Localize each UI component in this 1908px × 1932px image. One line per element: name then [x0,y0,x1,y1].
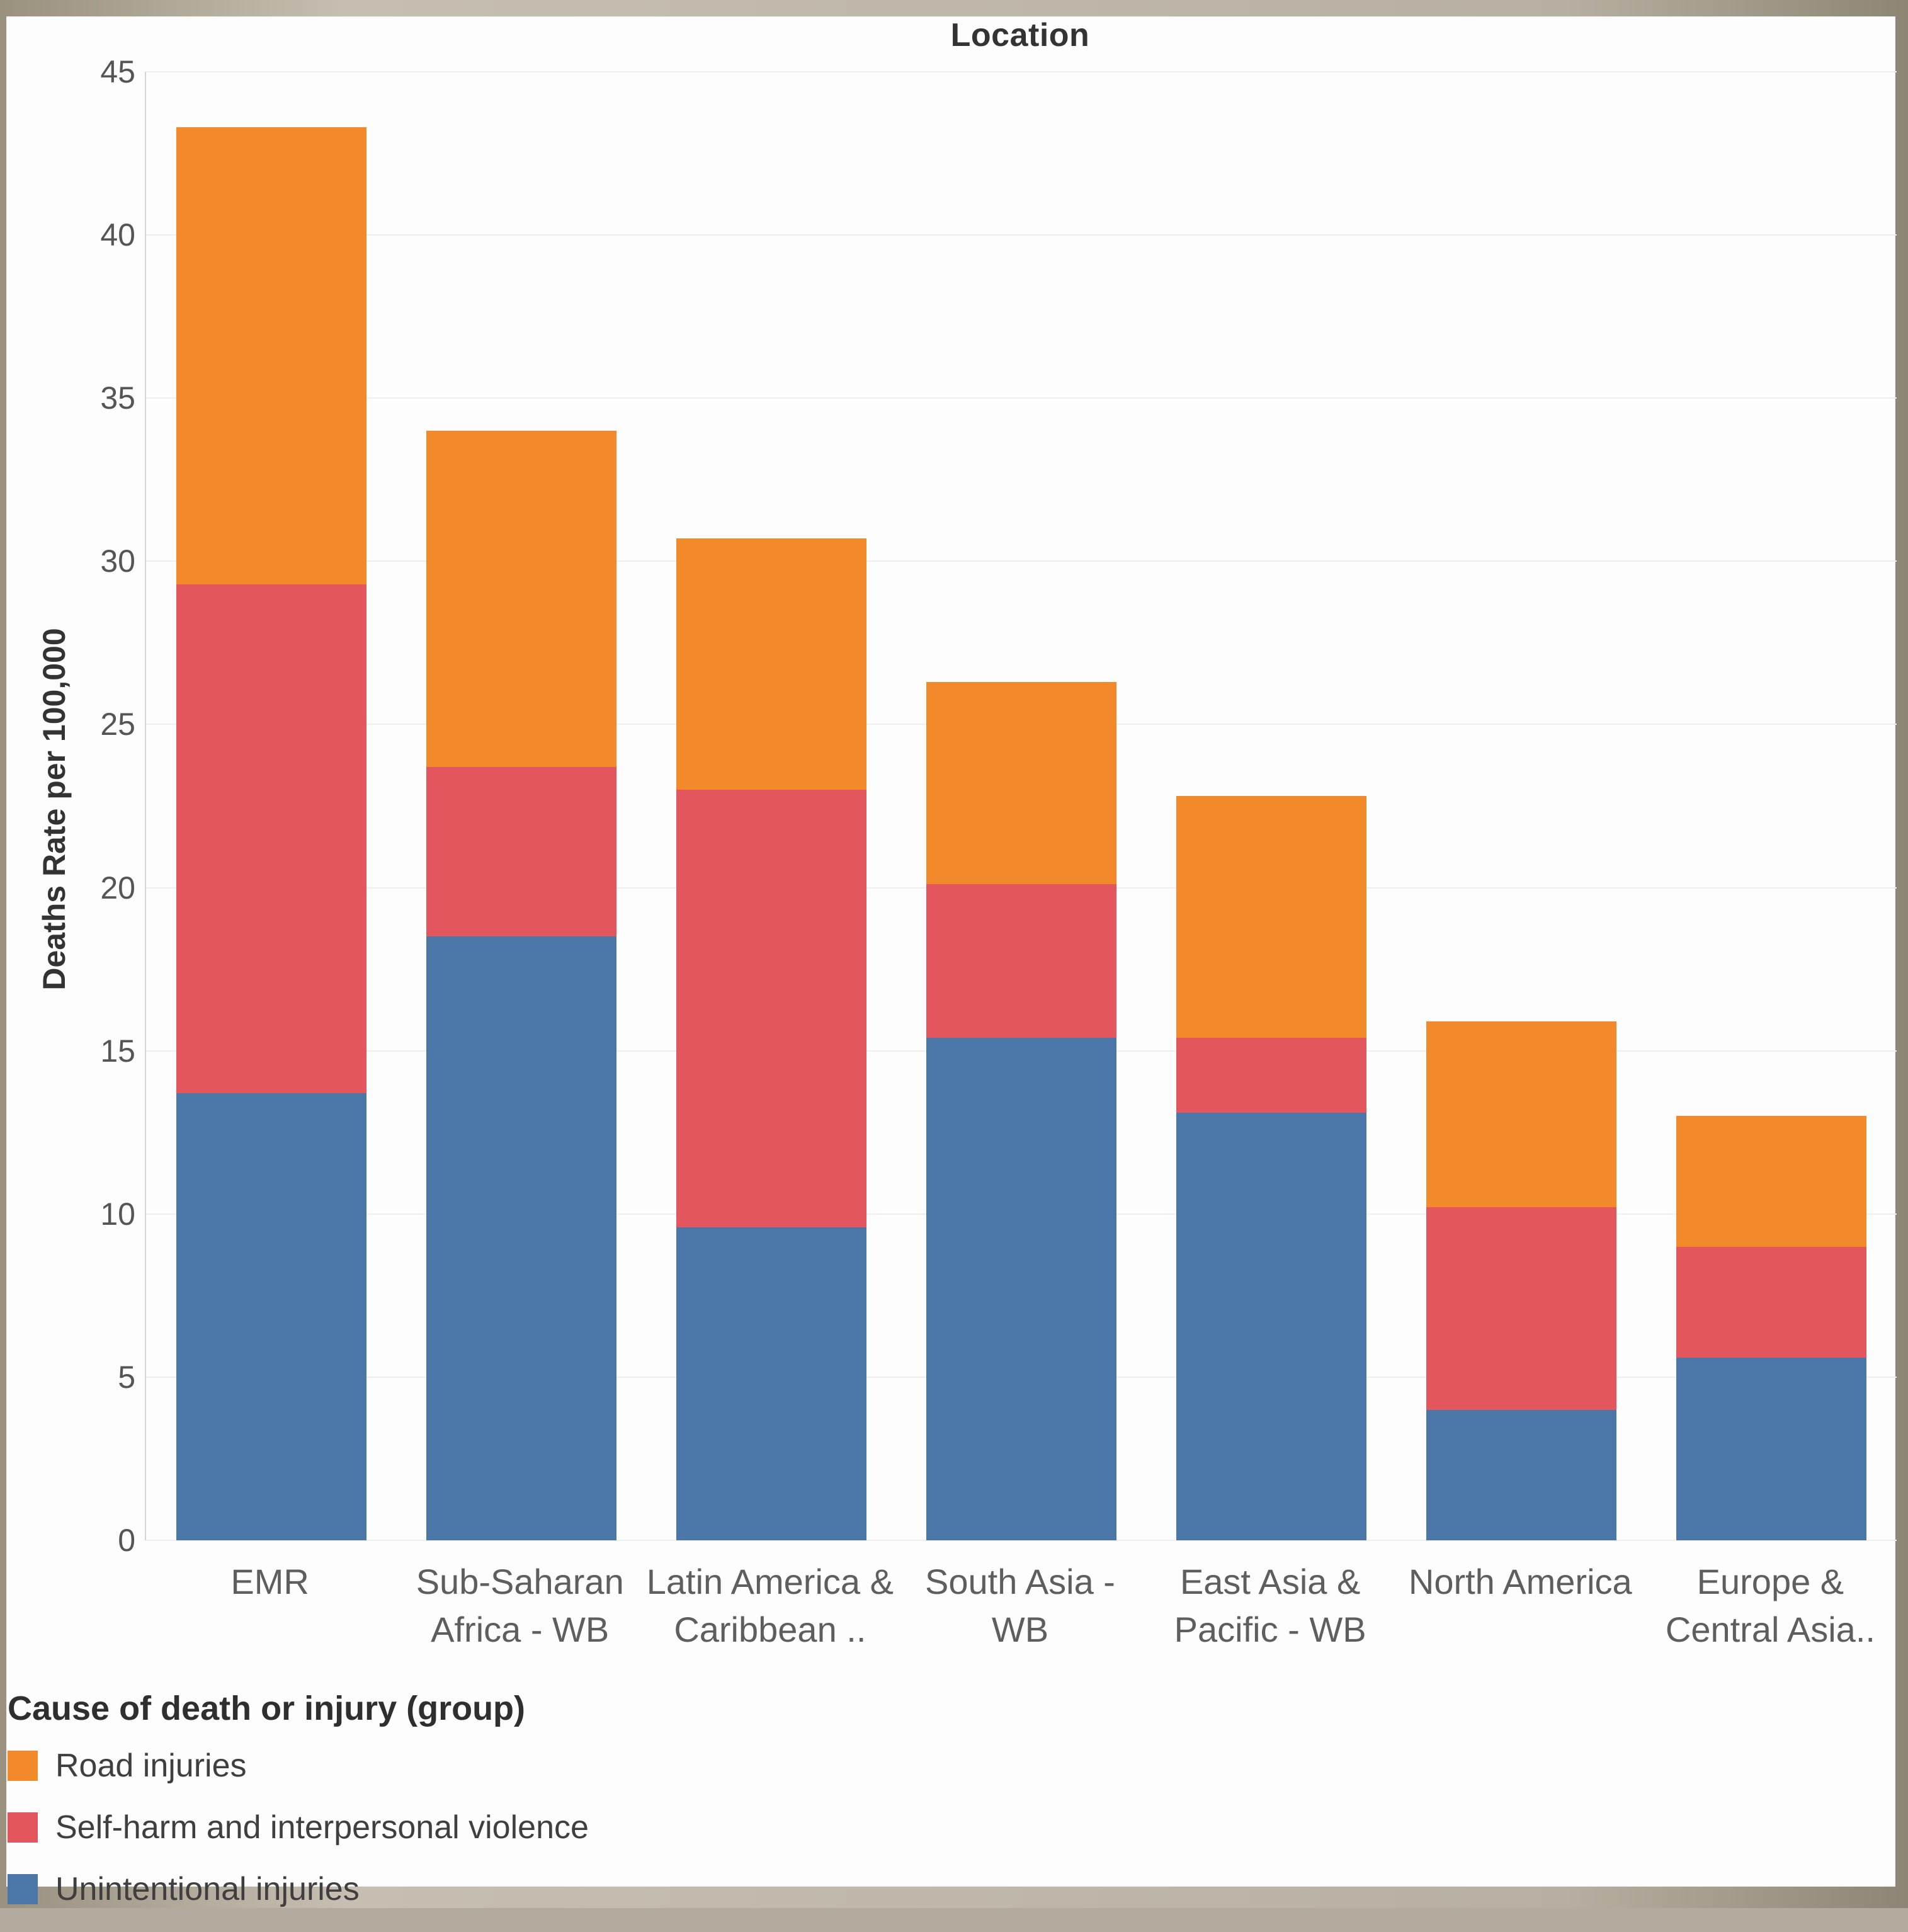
y-tick-label-30: 30 [6,543,135,579]
bar-segment-emr-unintentional-injuries[interactable] [176,1093,366,1540]
x-tick-label-sub-saharan-africa-wb: Sub-Saharan Africa - WB [395,1558,645,1653]
legend-items: Road injuries Self-harm and interpersonal… [8,1747,589,1908]
bar-emr[interactable] [176,72,366,1540]
y-tick-label-15: 15 [6,1033,135,1069]
x-tick-label-north-america: North America [1395,1558,1645,1653]
x-tick-label-latin-america-caribbean: Latin America & Caribbean .. [645,1558,895,1653]
x-tick-label-europe-central-asia: Europe & Central Asia.. [1645,1558,1895,1653]
bar-europe-central-asia[interactable] [1676,72,1866,1540]
bar-segment-south-asia-wb-self-harm-and-interpersonal-violence[interactable] [926,884,1116,1038]
bar-slot-north-america [1397,72,1647,1540]
bar-segment-latin-america-caribbean-road-injuries[interactable] [676,538,866,790]
chart-title: Location [145,16,1895,54]
bar-segment-latin-america-caribbean-self-harm-and-interpersonal-violence[interactable] [676,790,866,1227]
x-tick-label-east-asia-pacific-wb: East Asia & Pacific - WB [1145,1558,1395,1653]
bar-segment-europe-central-asia-road-injuries[interactable] [1676,1116,1866,1246]
bar-slot-emr [146,72,396,1540]
legend-swatch-self-harm-and-interpersonal-violence [8,1812,38,1843]
bar-slot-europe-central-asia [1647,72,1897,1540]
bar-east-asia-pacific-wb[interactable] [1176,72,1366,1540]
bar-segment-north-america-road-injuries[interactable] [1426,1021,1616,1207]
bar-segment-emr-road-injuries[interactable] [176,127,366,584]
y-tick-label-10: 10 [6,1196,135,1232]
bar-south-asia-wb[interactable] [926,72,1116,1540]
legend-title: Cause of death or injury (group) [8,1689,589,1728]
bar-slot-latin-america-caribbean [646,72,896,1540]
bar-segment-north-america-unintentional-injuries[interactable] [1426,1410,1616,1540]
bar-slot-south-asia-wb [896,72,1146,1540]
bar-segment-east-asia-pacific-wb-road-injuries[interactable] [1176,796,1366,1037]
bar-segment-south-asia-wb-unintentional-injuries[interactable] [926,1038,1116,1540]
bar-slot-east-asia-pacific-wb [1147,72,1397,1540]
bar-segment-emr-self-harm-and-interpersonal-violence[interactable] [176,584,366,1093]
bar-segment-east-asia-pacific-wb-self-harm-and-interpersonal-violence[interactable] [1176,1038,1366,1113]
bar-segment-north-america-self-harm-and-interpersonal-violence[interactable] [1426,1207,1616,1409]
bar-latin-america-caribbean[interactable] [676,72,866,1540]
y-tick-label-35: 35 [6,380,135,416]
bar-segment-sub-saharan-africa-wb-road-injuries[interactable] [426,431,616,767]
bar-segment-latin-america-caribbean-unintentional-injuries[interactable] [676,1227,866,1540]
legend-label-unintentional-injuries: Unintentional injuries [55,1870,360,1908]
bar-segment-europe-central-asia-self-harm-and-interpersonal-violence[interactable] [1676,1247,1866,1358]
legend-swatch-unintentional-injuries [8,1874,38,1904]
bar-slot-sub-saharan-africa-wb [396,72,646,1540]
legend: Cause of death or injury (group) Road in… [8,1689,589,1932]
legend-item-unintentional-injuries[interactable]: Unintentional injuries [8,1870,589,1908]
y-tick-label-5: 5 [6,1359,135,1395]
bars-container [146,72,1897,1540]
bar-segment-south-asia-wb-road-injuries[interactable] [926,682,1116,884]
bar-segment-sub-saharan-africa-wb-unintentional-injuries[interactable] [426,936,616,1540]
y-tick-label-0: 0 [6,1522,135,1559]
x-tick-label-emr: EMR [145,1558,395,1653]
plot-area [145,72,1897,1540]
x-tick-label-south-asia-wb: South Asia - WB [895,1558,1145,1653]
legend-label-self-harm-and-interpersonal-violence: Self-harm and interpersonal violence [55,1809,589,1846]
y-tick-label-40: 40 [6,217,135,253]
bar-segment-sub-saharan-africa-wb-self-harm-and-interpersonal-violence[interactable] [426,767,616,936]
legend-item-self-harm-and-interpersonal-violence[interactable]: Self-harm and interpersonal violence [8,1809,589,1846]
y-tick-label-25: 25 [6,706,135,742]
y-tick-label-45: 45 [6,54,135,90]
legend-label-road-injuries: Road injuries [55,1747,247,1785]
bar-segment-east-asia-pacific-wb-unintentional-injuries[interactable] [1176,1113,1366,1540]
y-tick-label-20: 20 [6,870,135,906]
bar-north-america[interactable] [1426,72,1616,1540]
bar-segment-europe-central-asia-unintentional-injuries[interactable] [1676,1358,1866,1540]
legend-item-road-injuries[interactable]: Road injuries [8,1747,589,1785]
bar-sub-saharan-africa-wb[interactable] [426,72,616,1540]
legend-swatch-road-injuries [8,1751,38,1781]
